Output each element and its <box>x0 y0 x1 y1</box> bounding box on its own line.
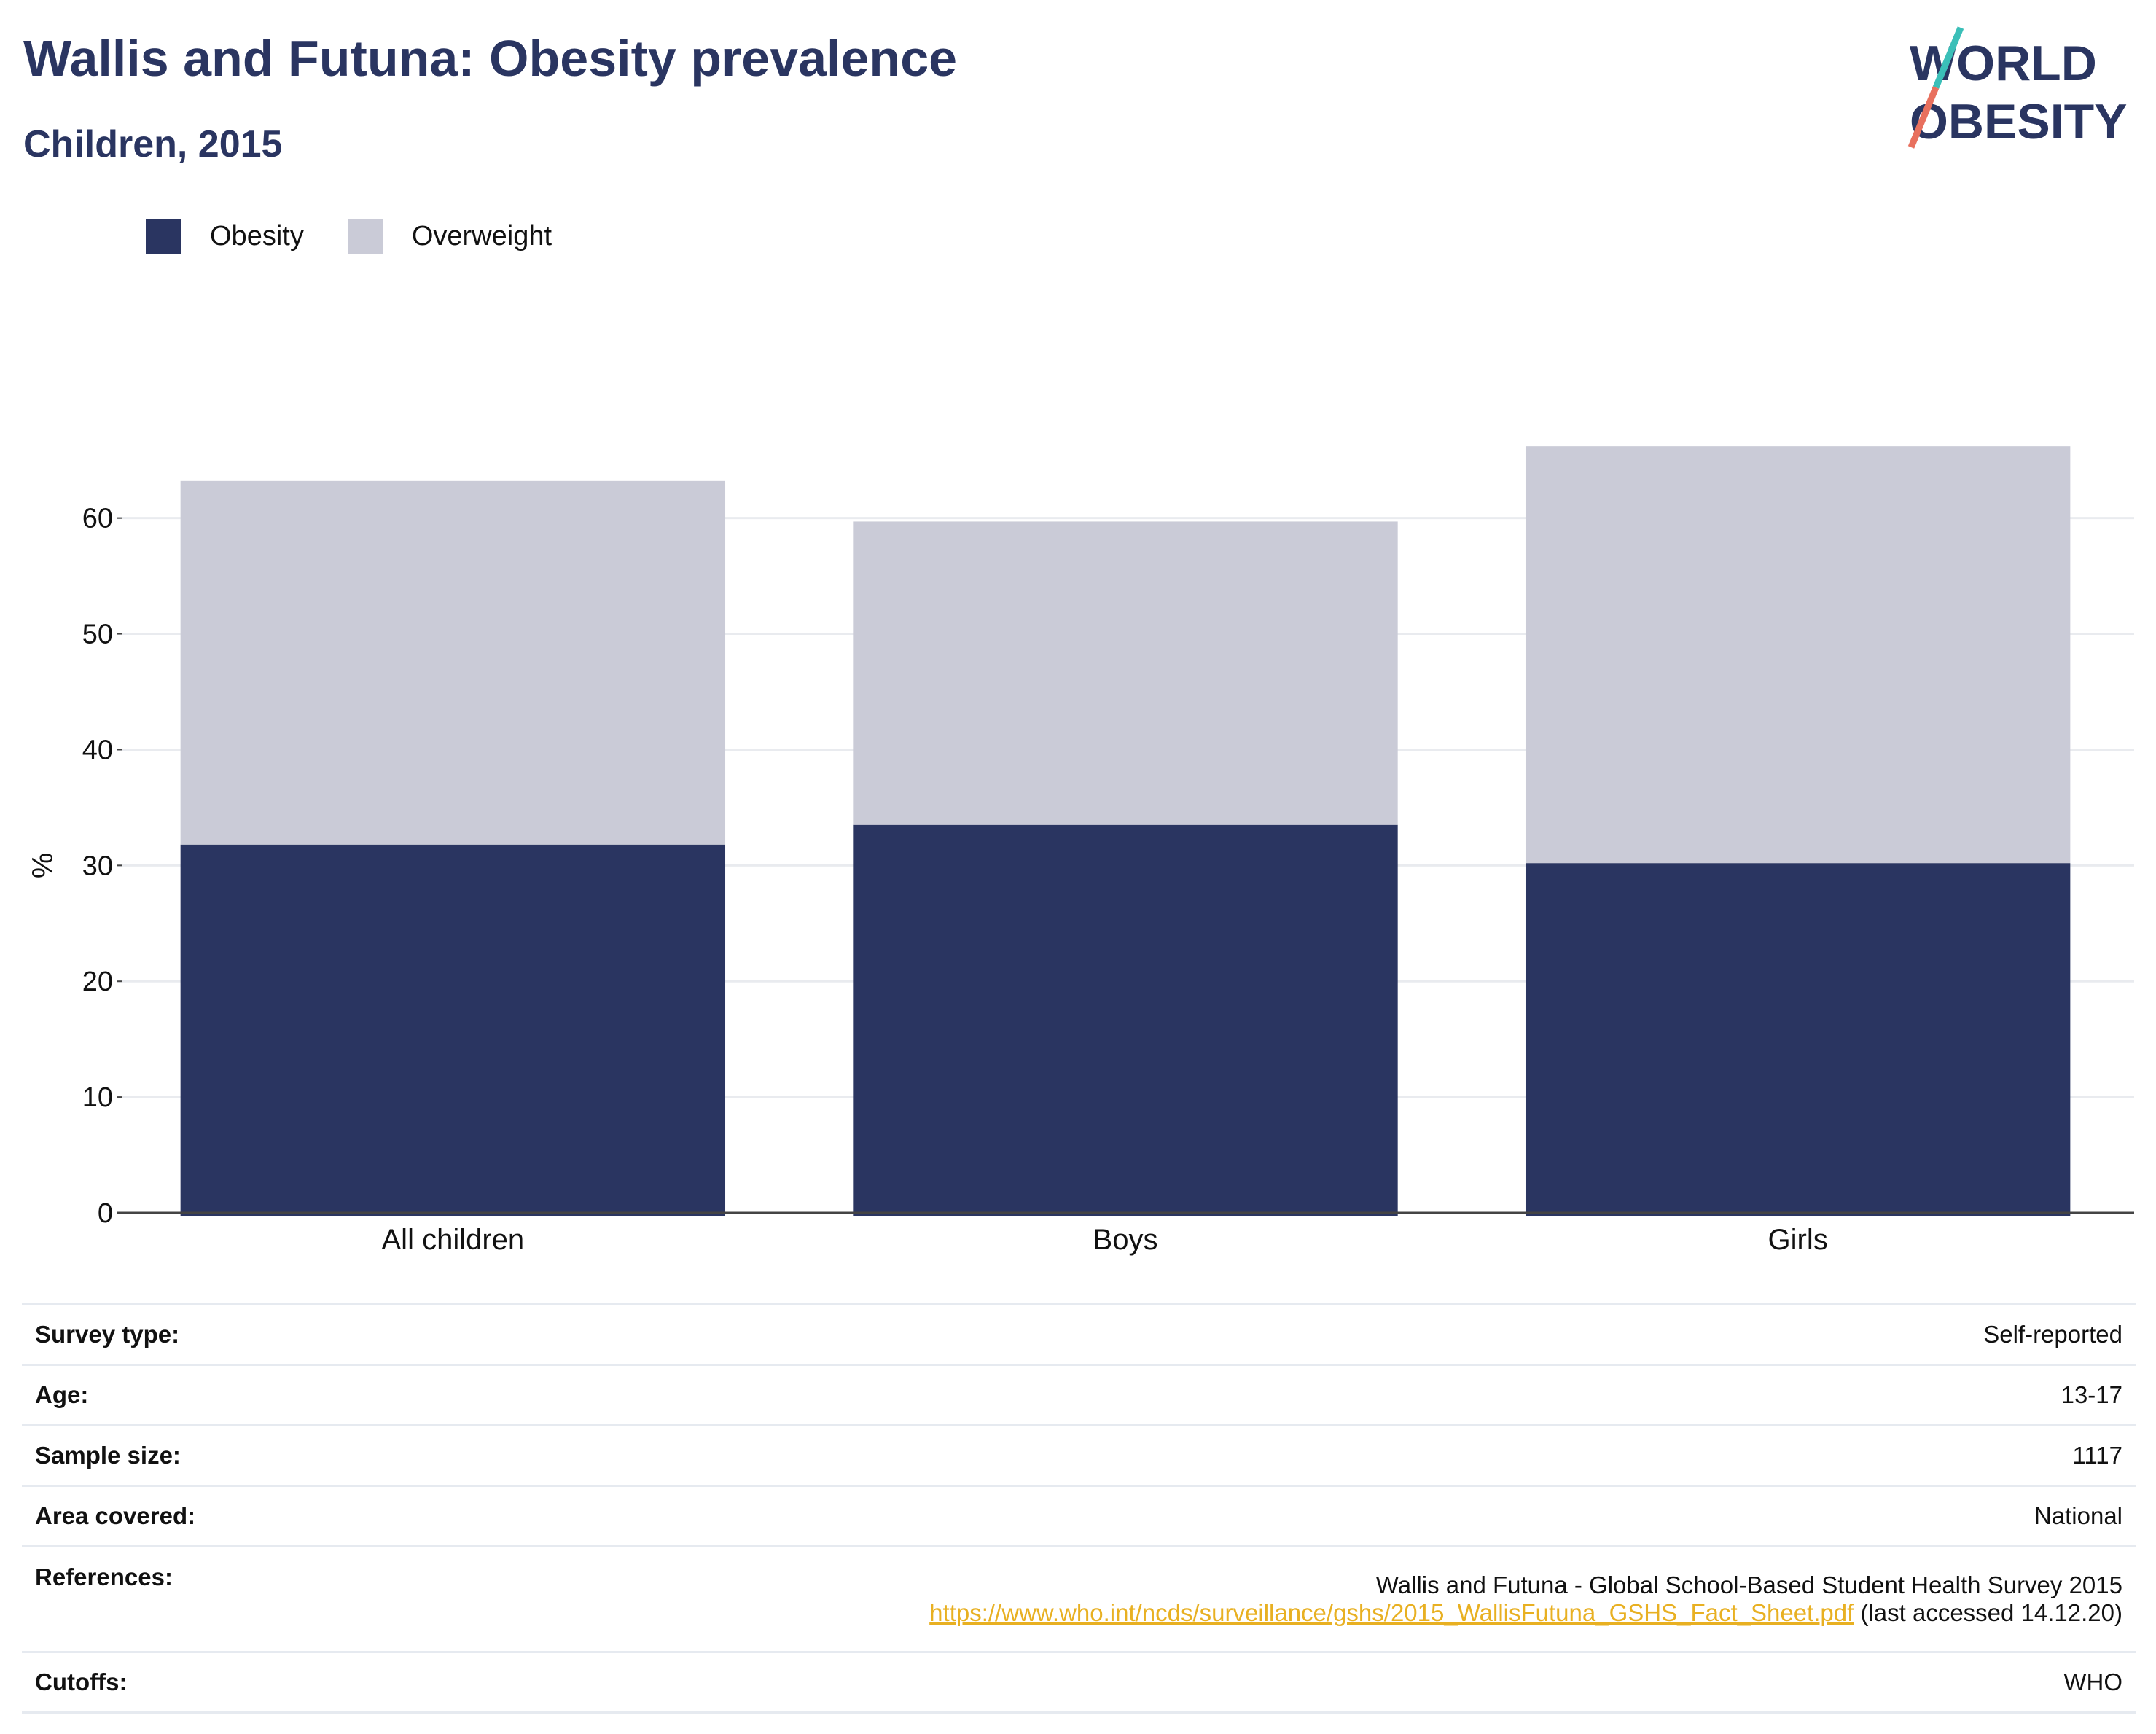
info-row-age: Age: 13-17 <box>22 1364 2136 1426</box>
references-value: Wallis and Futuna - Global School-Based … <box>558 1545 2136 1652</box>
x-tick-label: Boys <box>1093 1224 1158 1256</box>
info-row-survey-type: Survey type: Self-reported <box>22 1303 2136 1365</box>
references-suffix: (last accessed 14.12.20) <box>1854 1599 2122 1626</box>
legend-item-obesity[interactable]: Obesity <box>146 219 304 254</box>
svg-text:OBESITY: OBESITY <box>1910 94 2128 149</box>
y-tick-label: 60 <box>82 504 113 534</box>
survey-type-label: Survey type: <box>22 1303 558 1365</box>
info-row-cutoffs: Cutoffs: WHO <box>22 1651 2136 1714</box>
bar-obesity-boys <box>853 824 1398 1216</box>
y-tick-label: 10 <box>82 1082 113 1113</box>
legend-swatch-obesity <box>146 219 181 254</box>
y-axis-label: % <box>27 853 59 879</box>
references-label: References: <box>22 1545 558 1652</box>
references-link-line: https://www.who.int/ncds/surveillance/gs… <box>571 1599 2122 1627</box>
x-tick-label: All children <box>382 1224 525 1256</box>
bar-obesity-girls <box>1525 863 2071 1216</box>
y-tick-label: 30 <box>82 851 113 881</box>
age-value: 13-17 <box>558 1364 2136 1426</box>
x-tick-label: Girls <box>1768 1224 1828 1256</box>
page-subtitle: Children, 2015 <box>23 123 283 165</box>
cutoffs-value: WHO <box>558 1651 2136 1714</box>
legend-label-obesity: Obesity <box>210 220 304 251</box>
bar-overweight-girls <box>1525 446 2071 864</box>
y-tick-label: 0 <box>98 1198 113 1229</box>
legend-item-overweight[interactable]: Overweight <box>347 219 552 254</box>
sample-size-value: 1117 <box>558 1424 2136 1486</box>
survey-info-table: Survey type: Self-reported Age: 13-17 Sa… <box>22 1303 2136 1714</box>
y-tick-label: 40 <box>82 735 113 765</box>
area-covered-label: Area covered: <box>22 1485 558 1547</box>
y-tick-label: 20 <box>82 966 113 997</box>
legend-swatch-overweight <box>347 219 383 254</box>
sample-size-label: Sample size: <box>22 1424 558 1486</box>
legend-label-overweight: Overweight <box>411 220 552 251</box>
bar-obesity-all-children <box>180 844 726 1216</box>
chart-legend: Obesity Overweight <box>146 217 595 255</box>
references-link[interactable]: https://www.who.int/ncds/surveillance/gs… <box>929 1599 1854 1626</box>
world-obesity-logo: WORLD OBESITY <box>1907 26 2128 149</box>
bar-overweight-all-children <box>180 480 726 845</box>
area-covered-value: National <box>558 1485 2136 1547</box>
y-tick-label: 50 <box>82 620 113 650</box>
survey-type-value: Self-reported <box>558 1303 2136 1365</box>
age-label: Age: <box>22 1364 558 1426</box>
references-text: Wallis and Futuna - Global School-Based … <box>1375 1571 2122 1598</box>
stacked-bar-chart: 0 10 20 30 40 50 60% All children Boys Girls <box>27 446 2134 1256</box>
info-row-references: References: Wallis and Futuna - Global S… <box>22 1545 2136 1652</box>
info-row-area: Area covered: National <box>22 1485 2136 1547</box>
info-row-sample-size: Sample size: 1117 <box>22 1424 2136 1486</box>
page-title: Wallis and Futuna: Obesity prevalence <box>23 30 958 87</box>
cutoffs-label: Cutoffs: <box>22 1651 558 1714</box>
bar-overweight-boys <box>853 521 1398 825</box>
